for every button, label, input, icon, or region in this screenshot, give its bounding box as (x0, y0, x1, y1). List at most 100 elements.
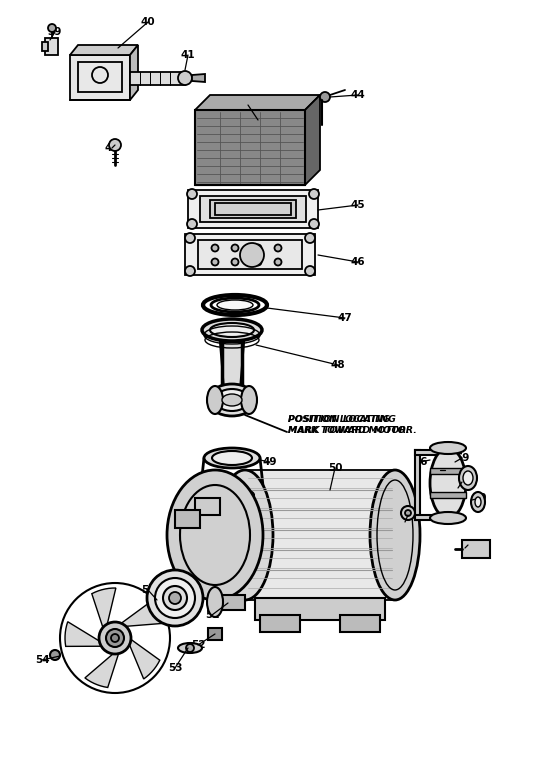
Ellipse shape (217, 300, 253, 310)
Polygon shape (198, 240, 302, 269)
Polygon shape (188, 190, 318, 228)
Text: 61: 61 (461, 540, 475, 550)
Ellipse shape (178, 71, 192, 85)
Circle shape (212, 245, 218, 252)
Circle shape (254, 259, 262, 266)
Circle shape (106, 629, 124, 647)
Polygon shape (65, 622, 104, 646)
Text: 57: 57 (433, 465, 447, 475)
Ellipse shape (202, 485, 262, 505)
Ellipse shape (147, 570, 203, 626)
Text: 60: 60 (473, 493, 487, 503)
Ellipse shape (430, 512, 466, 524)
Circle shape (401, 506, 415, 520)
Ellipse shape (211, 298, 259, 312)
Ellipse shape (167, 470, 263, 600)
Polygon shape (130, 72, 185, 85)
Circle shape (187, 219, 197, 229)
Polygon shape (220, 342, 244, 390)
Text: 50: 50 (328, 463, 342, 473)
Ellipse shape (430, 448, 466, 518)
Polygon shape (415, 450, 445, 455)
Circle shape (240, 243, 264, 267)
Circle shape (99, 622, 131, 654)
Polygon shape (85, 651, 119, 688)
Ellipse shape (212, 451, 252, 465)
Ellipse shape (471, 492, 485, 512)
Polygon shape (255, 598, 385, 620)
Text: 42: 42 (105, 143, 119, 153)
Polygon shape (415, 515, 445, 520)
Ellipse shape (475, 497, 481, 507)
Text: 45: 45 (351, 200, 365, 210)
Ellipse shape (207, 587, 223, 617)
Text: 58: 58 (451, 483, 465, 493)
Ellipse shape (203, 295, 267, 315)
Polygon shape (430, 492, 466, 498)
Circle shape (109, 139, 121, 151)
Text: POSITION LOCATING
MARK TOWARD MOTOR.: POSITION LOCATING MARK TOWARD MOTOR. (288, 415, 409, 434)
Polygon shape (215, 595, 245, 610)
Circle shape (50, 650, 60, 660)
Text: 47: 47 (338, 313, 352, 323)
Polygon shape (415, 450, 420, 520)
Ellipse shape (210, 488, 254, 502)
Circle shape (185, 233, 195, 243)
Circle shape (405, 510, 411, 516)
Polygon shape (42, 42, 48, 51)
Polygon shape (195, 110, 305, 185)
Ellipse shape (169, 592, 181, 604)
Circle shape (231, 259, 239, 266)
Polygon shape (195, 95, 320, 110)
Ellipse shape (217, 470, 273, 600)
Circle shape (48, 24, 56, 32)
Ellipse shape (204, 448, 260, 468)
Polygon shape (430, 468, 466, 474)
Circle shape (274, 245, 282, 252)
Text: 55: 55 (141, 585, 155, 595)
Ellipse shape (430, 442, 466, 454)
Polygon shape (175, 510, 200, 528)
Text: 52: 52 (191, 640, 206, 650)
Polygon shape (195, 498, 220, 515)
Ellipse shape (210, 323, 254, 337)
Polygon shape (192, 74, 205, 82)
Ellipse shape (241, 386, 257, 414)
Text: 62: 62 (398, 517, 412, 527)
Polygon shape (210, 200, 296, 218)
Ellipse shape (163, 586, 187, 610)
Ellipse shape (208, 384, 256, 416)
Polygon shape (45, 38, 58, 55)
Ellipse shape (202, 319, 262, 341)
Text: 54: 54 (35, 655, 49, 665)
Polygon shape (305, 95, 320, 185)
Text: 43: 43 (241, 100, 255, 110)
Polygon shape (70, 55, 130, 100)
Polygon shape (70, 45, 138, 55)
Circle shape (186, 644, 194, 652)
Text: 53: 53 (168, 663, 182, 673)
Ellipse shape (207, 386, 223, 414)
Circle shape (187, 189, 197, 199)
Ellipse shape (215, 389, 249, 411)
Text: 44: 44 (351, 90, 365, 100)
Ellipse shape (222, 394, 242, 406)
Polygon shape (208, 628, 222, 640)
Circle shape (274, 259, 282, 266)
Circle shape (305, 233, 315, 243)
Circle shape (212, 259, 218, 266)
Circle shape (305, 266, 315, 276)
Text: 41: 41 (181, 50, 195, 60)
Text: 59: 59 (455, 453, 469, 463)
Ellipse shape (155, 578, 195, 618)
Text: 40: 40 (141, 17, 155, 27)
Text: 48: 48 (331, 360, 346, 370)
Text: 49: 49 (263, 457, 277, 467)
Text: 39: 39 (48, 27, 62, 37)
Circle shape (254, 245, 262, 252)
Ellipse shape (178, 643, 202, 653)
Circle shape (185, 266, 195, 276)
Polygon shape (128, 638, 160, 679)
Polygon shape (130, 45, 138, 100)
Polygon shape (92, 588, 116, 630)
